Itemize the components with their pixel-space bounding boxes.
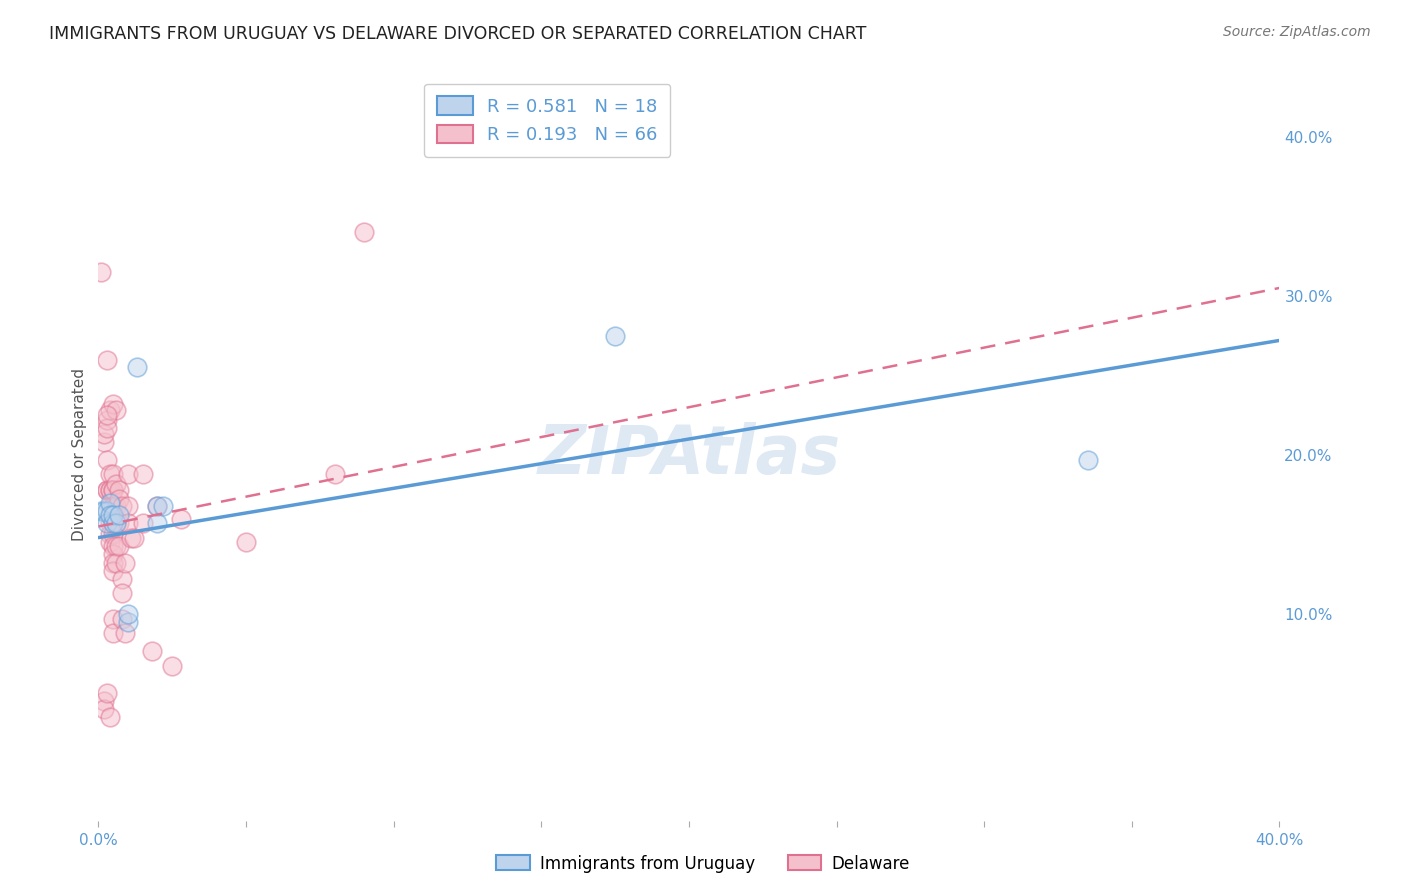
Point (105, 556, 128, 570)
Point (111, 586, 134, 600)
Point (152, 499, 174, 513)
Point (103, 626, 125, 640)
Point (605, 328, 627, 343)
Point (93, 702, 115, 716)
Point (103, 483, 125, 497)
Point (93, 427, 115, 442)
Point (103, 564, 125, 578)
Point (98, 483, 121, 497)
Legend: Immigrants from Uruguay, Delaware: Immigrants from Uruguay, Delaware (489, 848, 917, 880)
Text: IMMIGRANTS FROM URUGUAY VS DELAWARE DIVORCED OR SEPARATED CORRELATION CHART: IMMIGRANTS FROM URUGUAY VS DELAWARE DIVO… (49, 25, 866, 43)
Point (162, 659, 183, 673)
Point (125, 360, 148, 375)
Point (103, 483, 125, 497)
Point (93, 503, 115, 517)
Point (114, 626, 136, 640)
Point (170, 511, 193, 525)
Point (96, 483, 118, 497)
Point (96, 413, 118, 427)
Point (108, 492, 131, 507)
Point (96, 483, 118, 497)
Point (93, 694, 115, 708)
Point (96, 452, 118, 467)
Point (105, 516, 128, 531)
Point (105, 539, 128, 553)
Point (98, 516, 121, 531)
Point (117, 516, 139, 531)
Point (103, 499, 125, 513)
Point (103, 612, 125, 626)
Point (146, 499, 169, 513)
Point (93, 435, 115, 450)
Point (108, 483, 131, 497)
Point (98, 483, 121, 497)
Point (132, 467, 155, 481)
Point (122, 531, 145, 545)
Legend: R = 0.581   N = 18, R = 0.193   N = 66: R = 0.581 N = 18, R = 0.193 N = 66 (425, 84, 671, 157)
Point (323, 467, 346, 481)
Point (111, 572, 134, 586)
Point (98, 508, 121, 523)
Point (120, 531, 142, 545)
Point (103, 547, 125, 561)
Point (146, 499, 169, 513)
Point (98, 710, 121, 724)
Point (98, 495, 121, 509)
Point (96, 408, 118, 422)
Point (117, 499, 139, 513)
Point (111, 499, 134, 513)
Point (105, 403, 128, 417)
Point (108, 539, 131, 553)
Point (98, 527, 121, 541)
Point (90, 265, 112, 279)
Point (108, 516, 131, 531)
Point (98, 535, 121, 549)
Point (96, 352, 118, 367)
Point (98, 467, 121, 481)
Point (103, 516, 125, 531)
Point (108, 508, 131, 523)
Point (146, 516, 169, 531)
Point (96, 686, 118, 700)
Point (103, 556, 125, 570)
Point (103, 467, 125, 481)
Text: ZIPAtlas: ZIPAtlas (537, 422, 841, 488)
Point (103, 527, 125, 541)
Point (96, 503, 118, 517)
Point (111, 612, 134, 626)
Text: Source: ZipAtlas.com: Source: ZipAtlas.com (1223, 25, 1371, 39)
Point (117, 467, 139, 481)
Point (132, 516, 155, 531)
Point (1077, 452, 1099, 467)
Point (98, 508, 121, 523)
Point (103, 516, 125, 531)
Point (105, 516, 128, 531)
Point (96, 421, 118, 435)
Point (117, 615, 139, 629)
Point (353, 225, 375, 239)
Y-axis label: Divorced or Separated: Divorced or Separated (72, 368, 87, 541)
Point (105, 499, 128, 513)
Point (90, 503, 112, 517)
Point (114, 556, 136, 570)
Point (103, 397, 125, 411)
Point (103, 508, 125, 523)
Point (96, 516, 118, 531)
Point (103, 539, 125, 553)
Point (235, 535, 257, 549)
Point (105, 476, 128, 491)
Point (141, 643, 163, 657)
Point (98, 403, 121, 417)
Point (98, 499, 121, 513)
Point (117, 607, 139, 621)
